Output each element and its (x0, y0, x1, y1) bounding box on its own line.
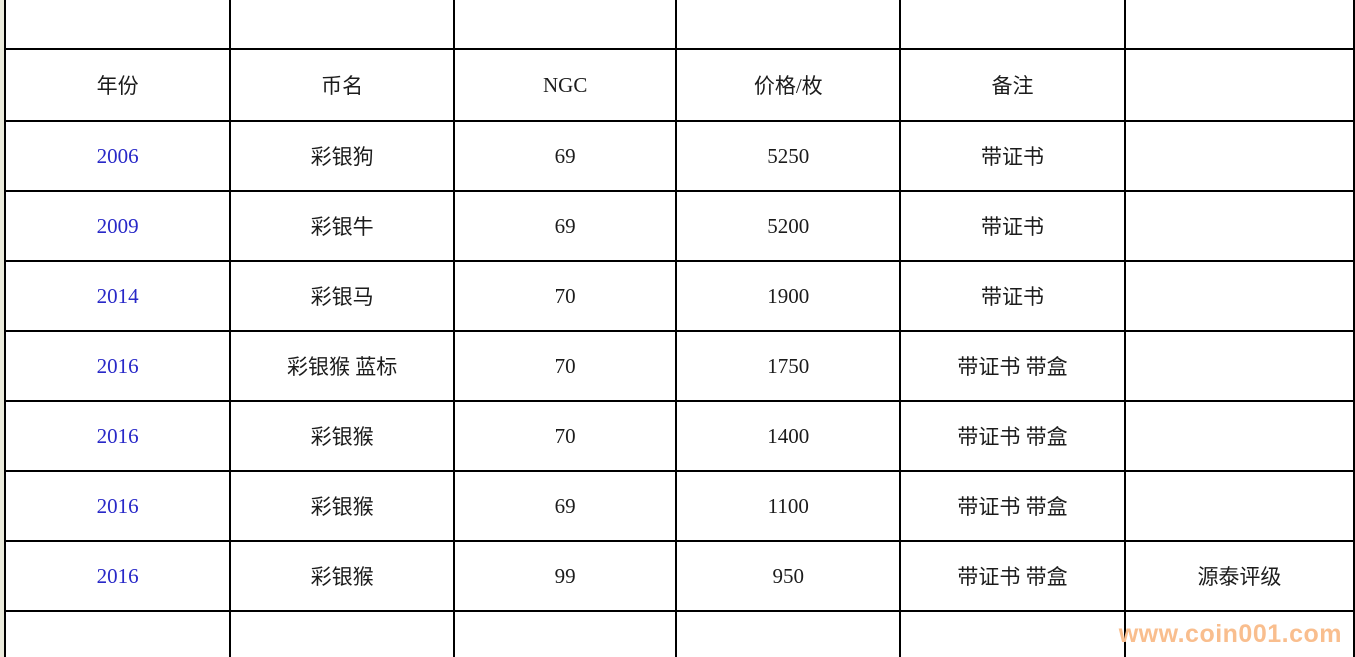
column-header-ngc: NGC (452, 48, 678, 122)
ngc-grade-cell: 69 (452, 120, 678, 192)
coin-name-cell: 彩银猴 蓝标 (229, 330, 455, 402)
coin-name-cell: 彩银马 (229, 260, 455, 332)
coin-price-table: 年份 币名 NGC 价格/枚 备注 2006 彩银狗 69 5250 带证书 2… (3, 0, 1355, 657)
page-left-margin (0, 0, 4, 657)
table-row: 2016 彩银猴 69 1100 带证书 带盒 (3, 470, 1355, 542)
year-link[interactable]: 2006 (96, 143, 139, 168)
year-link[interactable]: 2009 (96, 213, 139, 238)
ngc-grade-cell: 70 (452, 330, 678, 402)
column-header-coin: 币名 (229, 48, 455, 122)
coin-name-cell: 彩银猴 (229, 470, 455, 542)
header-row: 年份 币名 NGC 价格/枚 备注 (3, 48, 1355, 122)
extra-cell (1123, 330, 1355, 402)
empty-bottom-row (3, 610, 1355, 657)
empty-cell (1123, 610, 1355, 657)
empty-cell (452, 610, 678, 657)
year-cell: 2016 (3, 540, 232, 612)
column-header-extra (1123, 48, 1355, 122)
price-cell: 1400 (675, 400, 902, 472)
column-header-price: 价格/枚 (675, 48, 902, 122)
empty-cell (675, 610, 902, 657)
empty-cell (3, 0, 232, 50)
note-cell: 带证书 带盒 (899, 540, 1126, 612)
note-cell: 带证书 (899, 120, 1126, 192)
column-header-year: 年份 (3, 48, 232, 122)
table-row: 2016 彩银猴 99 950 带证书 带盒 源泰评级 (3, 540, 1355, 612)
note-cell: 带证书 (899, 260, 1126, 332)
ngc-grade-cell: 70 (452, 400, 678, 472)
note-cell: 带证书 带盒 (899, 470, 1126, 542)
empty-cell (899, 0, 1126, 50)
ngc-grade-cell: 99 (452, 540, 678, 612)
year-cell: 2016 (3, 400, 232, 472)
ngc-grade-cell: 69 (452, 190, 678, 262)
empty-cell (3, 610, 232, 657)
year-cell: 2014 (3, 260, 232, 332)
year-cell: 2006 (3, 120, 232, 192)
extra-cell (1123, 260, 1355, 332)
year-link[interactable]: 2016 (96, 423, 139, 448)
year-link[interactable]: 2016 (96, 353, 139, 378)
column-header-note: 备注 (899, 48, 1126, 122)
extra-cell (1123, 470, 1355, 542)
price-cell: 5250 (675, 120, 902, 192)
extra-cell (1123, 400, 1355, 472)
table-row: 2016 彩银猴 蓝标 70 1750 带证书 带盒 (3, 330, 1355, 402)
empty-top-row (3, 0, 1355, 50)
extra-cell: 源泰评级 (1123, 540, 1355, 612)
note-cell: 带证书 带盒 (899, 400, 1126, 472)
table-row: 2006 彩银狗 69 5250 带证书 (3, 120, 1355, 192)
extra-cell (1123, 120, 1355, 192)
year-cell: 2016 (3, 330, 232, 402)
empty-cell (452, 0, 678, 50)
ngc-grade-cell: 69 (452, 470, 678, 542)
table-row: 2016 彩银猴 70 1400 带证书 带盒 (3, 400, 1355, 472)
coin-name-cell: 彩银猴 (229, 540, 455, 612)
price-cell: 1100 (675, 470, 902, 542)
coin-name-cell: 彩银狗 (229, 120, 455, 192)
note-cell: 带证书 带盒 (899, 330, 1126, 402)
empty-cell (899, 610, 1126, 657)
year-cell: 2016 (3, 470, 232, 542)
year-link[interactable]: 2016 (96, 563, 139, 588)
year-cell: 2009 (3, 190, 232, 262)
ngc-grade-cell: 70 (452, 260, 678, 332)
coin-name-cell: 彩银牛 (229, 190, 455, 262)
price-cell: 1900 (675, 260, 902, 332)
extra-cell (1123, 190, 1355, 262)
note-cell: 带证书 (899, 190, 1126, 262)
price-cell: 5200 (675, 190, 902, 262)
year-link[interactable]: 2014 (96, 283, 139, 308)
coin-name-cell: 彩银猴 (229, 400, 455, 472)
table-row: 2014 彩银马 70 1900 带证书 (3, 260, 1355, 332)
empty-cell (229, 0, 455, 50)
price-cell: 1750 (675, 330, 902, 402)
table-row: 2009 彩银牛 69 5200 带证书 (3, 190, 1355, 262)
price-cell: 950 (675, 540, 902, 612)
empty-cell (675, 0, 902, 50)
empty-cell (229, 610, 455, 657)
year-link[interactable]: 2016 (96, 493, 139, 518)
empty-cell (1123, 0, 1355, 50)
